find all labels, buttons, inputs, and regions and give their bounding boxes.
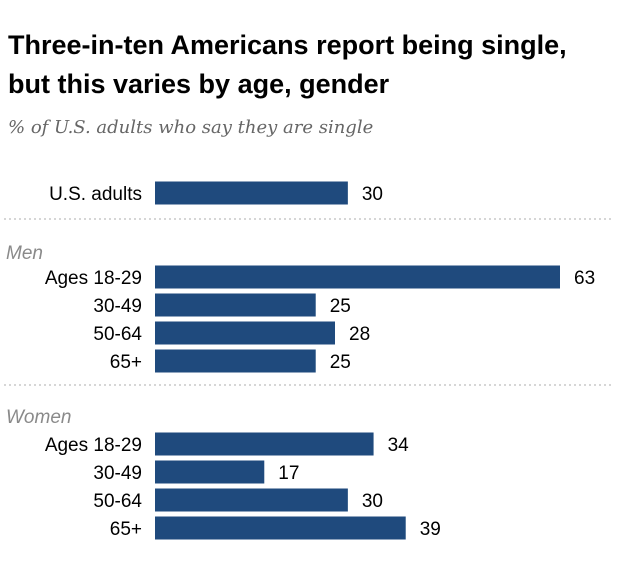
bar (155, 488, 348, 512)
bar (155, 321, 335, 345)
value-label: 30 (362, 491, 383, 512)
bar (155, 460, 265, 484)
category-label: Ages 18-29 (45, 268, 142, 289)
group-label-women: Women (6, 407, 71, 428)
bar (155, 516, 406, 540)
bar (155, 432, 374, 456)
value-label: 25 (330, 296, 351, 317)
category-label: 50-64 (93, 491, 142, 512)
category-label: 65+ (110, 352, 142, 373)
value-label: 17 (278, 463, 299, 484)
value-label: 28 (349, 324, 370, 345)
bar (155, 349, 316, 373)
chart-title: Three-in-ten Americans report being sing… (8, 30, 567, 99)
category-label: 30-49 (93, 296, 142, 317)
category-label: Ages 18-29 (45, 435, 142, 456)
value-label: 34 (388, 435, 410, 456)
group-label-men: Men (6, 243, 43, 264)
value-label: 39 (420, 519, 441, 540)
value-label: 63 (574, 268, 595, 289)
bar (155, 181, 348, 205)
category-label: 65+ (110, 519, 142, 540)
chart-subtitle: % of U.S. adults who say they are single (8, 117, 374, 138)
value-label: 25 (330, 352, 351, 373)
category-label: 30-49 (93, 463, 142, 484)
category-label: U.S. adults (49, 184, 142, 205)
bar (155, 293, 316, 317)
category-label: 50-64 (93, 324, 142, 345)
value-label: 30 (362, 184, 383, 205)
bar (155, 265, 560, 289)
